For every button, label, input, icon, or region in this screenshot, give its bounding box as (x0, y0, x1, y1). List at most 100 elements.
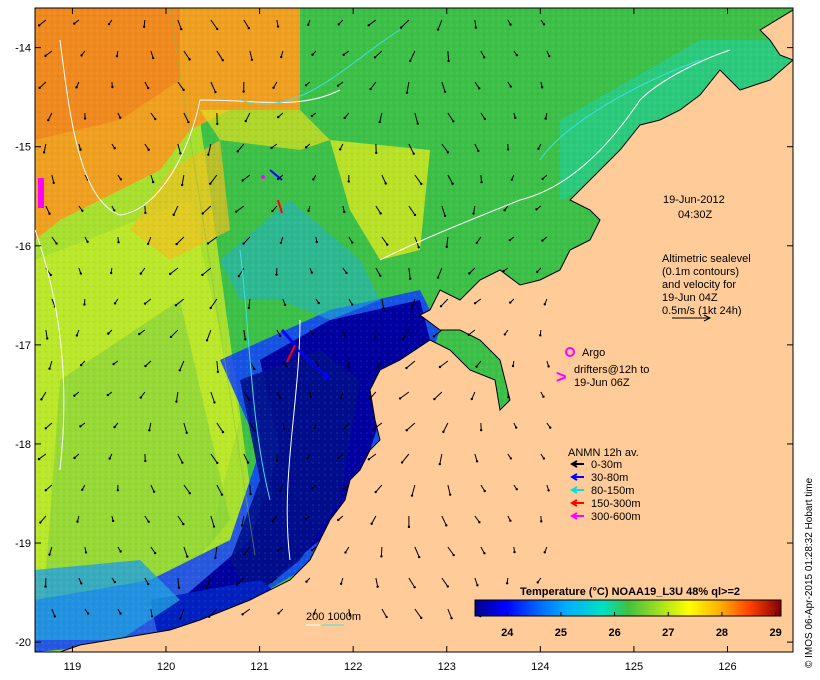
velocity-arrow (150, 546, 156, 554)
velocity-arrow-head (317, 301, 320, 305)
velocity-arrow-head (168, 272, 172, 276)
velocity-arrow (41, 391, 47, 400)
velocity-arrow-head (280, 55, 283, 59)
velocity-arrow-head (221, 59, 224, 62)
velocity-arrow-head (139, 396, 142, 399)
colorbar-tick-label: 25 (555, 627, 567, 639)
velocity-arrow-head (75, 334, 79, 337)
velocity-arrow (375, 577, 379, 587)
x-axis-ticks: 119 120 121 122 123 124 125 126 (64, 8, 737, 673)
velocity-arrow (45, 50, 53, 57)
velocity-arrow-head (304, 517, 308, 521)
velocity-arrow (216, 50, 224, 61)
velocity-arrow (408, 143, 415, 154)
velocity-arrow-head (277, 115, 280, 119)
velocity-arrow (183, 112, 189, 123)
velocity-arrow-head (476, 584, 479, 587)
velocity-arrow-head (410, 494, 414, 497)
velocity-arrow (474, 143, 479, 152)
velocity-arrow-head (309, 395, 313, 399)
velocity-arrow-head (272, 86, 275, 89)
velocity-arrow-head (467, 333, 471, 336)
velocity-arrow-head (185, 431, 188, 434)
velocity-arrow-head (507, 396, 510, 399)
velocity-arrow-head (216, 27, 219, 31)
velocity-arrow-head (382, 306, 385, 310)
velocity-arrow-head (513, 550, 516, 554)
velocity-arrow (381, 174, 387, 184)
velocity-arrow-head (79, 363, 83, 367)
velocity-arrow-head (242, 90, 245, 93)
velocity-arrow (441, 143, 449, 153)
velocity-arrow-head (279, 334, 282, 337)
velocity-arrow-head (480, 180, 483, 184)
depth-legend: 200 1000m (306, 611, 361, 626)
velocity-arrow-head (205, 586, 208, 590)
velocity-arrow (244, 546, 251, 555)
anmn-legend-label: 30-80m (591, 472, 628, 484)
velocity-arrow (216, 360, 219, 372)
velocity-arrow-head (336, 84, 340, 87)
velocity-arrow-head (343, 116, 346, 120)
velocity-arrow-head (337, 456, 340, 460)
velocity-arrow-head (420, 616, 423, 620)
depth-contours (239, 29, 701, 501)
velocity-arrow (243, 391, 250, 401)
velocity-arrow (177, 577, 180, 588)
velocity-arrow-head (438, 365, 442, 369)
velocity-arrow (216, 422, 224, 433)
velocity-arrow-head (537, 147, 540, 151)
velocity-arrow-head (179, 617, 182, 620)
velocity-arrow-head (279, 396, 282, 399)
velocity-arrow (181, 174, 185, 186)
velocity-arrow (409, 50, 416, 62)
velocity-arrow-head (541, 177, 544, 181)
velocity-arrow (183, 546, 188, 557)
velocity-arrow-head (48, 553, 51, 556)
velocity-arrow (410, 298, 416, 310)
velocity-arrow-head (399, 26, 403, 29)
depth-legend-label: 200 1000m (306, 611, 361, 623)
velocity-arrow-head (470, 397, 473, 401)
velocity-arrow-head (213, 401, 216, 404)
velocity-arrow-head (150, 615, 154, 618)
velocity-arrow-head (182, 522, 185, 526)
velocity-arrow-head (79, 272, 83, 275)
velocity-arrow (207, 236, 218, 244)
velocity-arrow-head (503, 209, 506, 212)
velocity-arrow (145, 360, 152, 367)
velocity-arrow-head (409, 59, 412, 63)
velocity-arrow-head (337, 23, 340, 26)
plot-frame (34, 7, 794, 653)
velocity-arrow (150, 112, 156, 120)
velocity-arrow-head (373, 337, 377, 341)
velocity-arrow-head (478, 521, 481, 524)
velocity-arrow-head (180, 183, 184, 187)
velocity-arrow-head (119, 550, 122, 553)
velocity-arrow-head (46, 337, 49, 340)
velocity-arrow-head (113, 147, 116, 150)
velocity-arrow-head (180, 27, 183, 31)
velocity-arrow (400, 19, 410, 28)
x-tick-label: 122 (344, 661, 362, 673)
velocity-arrow (249, 50, 253, 60)
velocity-arrow-head (55, 242, 58, 245)
velocity-arrow-head (477, 149, 480, 153)
velocity-arrow-head (510, 178, 513, 181)
velocity-arrow (375, 267, 381, 276)
velocity-arrow-head (153, 551, 157, 555)
velocity-arrow (433, 329, 443, 337)
velocity-arrow (375, 484, 383, 493)
velocity-arrow-head (113, 425, 116, 429)
velocity-arrow-head (474, 26, 478, 29)
x-tick-label: 121 (250, 661, 268, 673)
colorbar: Temperature (°C) NOAA19_L3U 48% ql>=2 24… (474, 586, 782, 639)
velocity-arrow-head (343, 210, 346, 214)
velocity-arrow-head (535, 270, 539, 274)
anmn-legend-title: ANMN 12h av. (568, 447, 639, 459)
velocity-arrow-head (84, 551, 88, 554)
velocity-arrow-head (405, 429, 408, 432)
velocity-arrow (209, 174, 218, 184)
velocity-arrow (243, 19, 250, 29)
velocity-arrow-head (79, 148, 82, 151)
